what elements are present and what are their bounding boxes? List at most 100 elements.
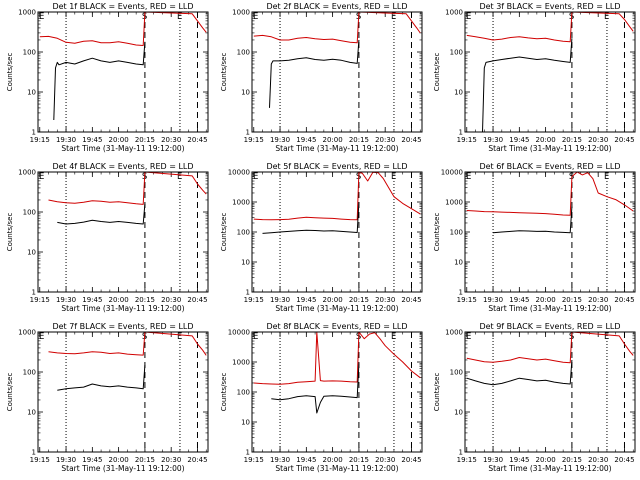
chart-title: Det 3f BLACK = Events, RED = LLD — [479, 2, 620, 11]
y-axis-label: Counts/sec — [6, 373, 14, 412]
y-tick-label: 100 — [237, 49, 250, 57]
x-tick-label: 20:15 — [349, 296, 369, 304]
x-tick-label: 20:30 — [375, 136, 395, 144]
y-tick-label: 10 — [27, 409, 36, 417]
x-tick-label: 19:15 — [30, 136, 50, 144]
y-tick-label: 1000 — [18, 169, 36, 177]
chart-panel-3: Det 3f BLACK = Events, RED = LLD Counts/s… — [433, 2, 636, 153]
x-tick-label: 20:45 — [187, 136, 207, 144]
y-tick-label: 10 — [241, 89, 250, 97]
series-line-events — [466, 359, 573, 386]
x-tick-label: 19:15 — [30, 296, 50, 304]
y-tick-label: 10000 — [228, 329, 250, 337]
y-tick-label: 1 — [459, 449, 463, 457]
y-tick-label: 10 — [27, 89, 36, 97]
corner-label: E — [253, 172, 258, 182]
y-axis-label: Counts/sec — [433, 213, 441, 252]
series-line-lld — [466, 171, 634, 216]
x-tick-label: 19:15 — [457, 456, 477, 464]
y-tick-label: 1 — [459, 289, 463, 297]
series-line-events — [57, 364, 146, 391]
series-line-lld — [39, 11, 207, 46]
x-tick-label: 19:45 — [509, 296, 529, 304]
plot-frame — [37, 331, 209, 453]
series-line-lld — [48, 331, 207, 356]
x-tick-label: 20:15 — [562, 456, 582, 464]
y-tick-label: 1 — [32, 129, 36, 137]
marker-label: E — [177, 172, 182, 182]
corner-label: E — [466, 332, 471, 342]
x-tick-label: 19:30 — [56, 456, 76, 464]
series-line-lld — [253, 11, 421, 44]
x-axis-label: Start Time (31-May-11 19:12:00) — [61, 304, 184, 313]
y-tick-label: 10000 — [441, 169, 463, 177]
plot-frame — [464, 171, 636, 293]
y-axis-label: Counts/sec — [433, 373, 441, 412]
y-axis-label: Counts/sec — [433, 53, 441, 92]
corner-label: E — [466, 172, 471, 182]
x-tick-label: 19:30 — [483, 456, 503, 464]
marker-label: E — [604, 332, 609, 342]
marker-label: E — [177, 12, 182, 22]
plot-frame — [464, 11, 636, 133]
x-axis-label: Start Time (31-May-11 19:12:00) — [488, 304, 611, 313]
y-tick-label: 100 — [23, 49, 36, 57]
y-tick-label: 1 — [32, 289, 36, 297]
x-tick-label: 20:30 — [588, 136, 608, 144]
chart-title: Det 6f BLACK = Events, RED = LLD — [479, 162, 620, 171]
x-tick-label: 20:15 — [562, 296, 582, 304]
chart-title: Det 8f BLACK = Events, RED = LLD — [266, 322, 407, 331]
x-tick-label: 20:15 — [135, 136, 155, 144]
x-tick-label: 20:15 — [135, 296, 155, 304]
x-tick-label: 19:30 — [56, 136, 76, 144]
plot-frame — [251, 11, 423, 133]
corner-label: E — [39, 332, 44, 342]
chart-panel-7: Det 7f BLACK = Events, RED = LLD Counts/s… — [6, 322, 209, 473]
plot-frame — [37, 11, 209, 133]
x-axis-label: Start Time (31-May-11 19:12:00) — [275, 304, 398, 313]
marker-label: E — [391, 12, 396, 22]
y-tick-label: 1000 — [445, 9, 463, 17]
y-tick-label: 1000 — [445, 329, 463, 337]
plot-frame — [251, 171, 423, 293]
x-tick-label: 20:15 — [349, 136, 369, 144]
y-axis-label: Counts/sec — [220, 53, 228, 92]
x-tick-label: 20:30 — [161, 136, 181, 144]
x-tick-label: 19:45 — [509, 456, 529, 464]
x-tick-label: 19:15 — [30, 456, 50, 464]
x-tick-label: 19:45 — [82, 456, 102, 464]
x-tick-label: 19:45 — [82, 296, 102, 304]
marker-label: E — [604, 12, 609, 22]
chart-panel-1: Det 1f BLACK = Events, RED = LLD Counts/s… — [6, 2, 209, 153]
series-line-lld — [466, 331, 634, 364]
y-tick-label: 1000 — [232, 199, 250, 207]
y-tick-label: 1000 — [18, 9, 36, 17]
corner-label: E — [253, 12, 258, 22]
chart-panel-9: Det 9f BLACK = Events, RED = LLD Counts/s… — [433, 322, 636, 473]
chart-title: Det 9f BLACK = Events, RED = LLD — [479, 322, 620, 331]
x-axis-label: Start Time (31-May-11 19:12:00) — [275, 464, 398, 473]
x-tick-label: 19:30 — [270, 456, 290, 464]
x-tick-label: 20:00 — [109, 456, 129, 464]
series-line-events — [53, 41, 146, 121]
x-tick-label: 20:45 — [614, 296, 634, 304]
chart-title: Det 5f BLACK = Events, RED = LLD — [266, 162, 407, 171]
x-tick-label: 20:45 — [401, 456, 421, 464]
chart-panel-8: Det 8f BLACK = Events, RED = LLD Counts/s… — [220, 322, 423, 473]
series-line-lld — [253, 331, 421, 385]
series-line-events — [482, 38, 573, 133]
x-tick-label: 19:45 — [296, 136, 316, 144]
x-tick-label: 20:45 — [401, 296, 421, 304]
series-line-lld — [48, 171, 207, 205]
y-tick-label: 1000 — [18, 329, 36, 337]
plot-frame — [251, 331, 423, 453]
x-tick-label: 20:15 — [562, 136, 582, 144]
y-tick-label: 100 — [450, 49, 463, 57]
x-axis-label: Start Time (31-May-11 19:12:00) — [61, 144, 184, 153]
y-tick-label: 10 — [27, 249, 36, 257]
chart-panel-4: Det 4f BLACK = Events, RED = LLD Counts/s… — [6, 162, 209, 313]
y-tick-label: 1 — [246, 289, 250, 297]
plot-frame — [37, 171, 209, 293]
y-axis-label: Counts/sec — [6, 53, 14, 92]
